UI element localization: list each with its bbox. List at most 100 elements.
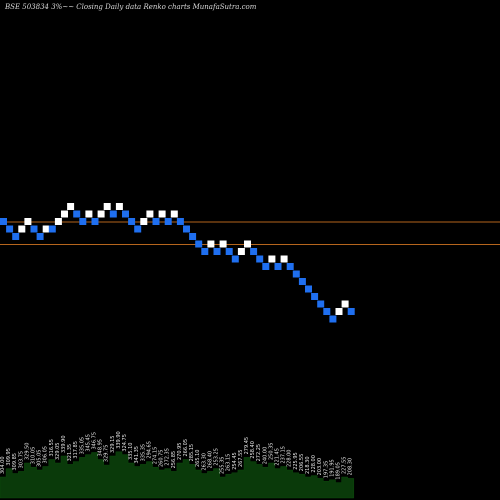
renko-brick	[18, 225, 26, 233]
volume-area	[0, 451, 355, 499]
renko-brick	[341, 300, 349, 308]
renko-brick	[189, 233, 197, 240]
renko-brick	[256, 255, 264, 263]
renko-brick	[48, 225, 56, 233]
price-label: 310.05	[31, 447, 37, 465]
renko-brick	[274, 263, 282, 270]
price-label: 268.40	[207, 451, 213, 469]
renko-brick	[109, 210, 117, 218]
price-label: 329.05	[55, 443, 61, 461]
price-label: 274.15	[153, 447, 159, 465]
price-label: 265.10	[195, 450, 201, 468]
renko-brick	[42, 225, 50, 233]
renko-brick	[292, 270, 300, 278]
renko-brick	[122, 210, 129, 218]
renko-brick	[225, 248, 233, 255]
renko-brick	[317, 300, 325, 308]
renko-brick	[73, 210, 81, 218]
price-label: 240.00	[262, 447, 268, 465]
renko-brick	[347, 308, 355, 315]
price-label: 228.00	[287, 450, 293, 468]
price-label: 267.55	[238, 450, 244, 468]
price-label: 227.55	[342, 457, 348, 475]
renko-brick	[231, 255, 239, 263]
price-label: 254.45	[232, 452, 238, 470]
renko-brick	[329, 315, 337, 323]
price-label: 294.65	[146, 441, 152, 459]
renko-brick	[152, 218, 160, 225]
renko-brick	[103, 203, 111, 210]
renko-brick	[286, 263, 294, 270]
renko-brick	[207, 240, 215, 248]
renko-brick	[213, 248, 221, 255]
renko-brick	[0, 218, 7, 225]
renko-brick	[164, 218, 172, 225]
price-label: 339.90	[61, 436, 67, 454]
renko-brick	[170, 210, 178, 218]
volume-area-path	[0, 451, 355, 499]
price-label: 263.30	[201, 453, 207, 471]
price-label: 266.05	[183, 439, 189, 457]
price-label: 253.25	[214, 448, 220, 466]
renko-brick	[262, 263, 270, 270]
renko-bricks	[0, 203, 355, 323]
price-label: 272.25	[256, 444, 262, 462]
renko-brick	[36, 233, 44, 240]
price-label: 260.75	[159, 450, 165, 468]
price-label: 228.00	[311, 455, 317, 473]
price-label: 218.30	[305, 457, 311, 475]
renko-brick	[195, 240, 203, 248]
price-label: 316.55	[49, 439, 55, 457]
renko-brick	[311, 293, 319, 300]
price-label: 341.35	[134, 446, 140, 464]
renko-brick	[140, 218, 148, 225]
price-label: 285.15	[189, 444, 195, 462]
price-label: 304.00	[0, 457, 6, 475]
price-label: 256.85	[171, 451, 177, 469]
renko-brick	[97, 210, 105, 218]
price-label: 329.50	[24, 443, 30, 461]
price-label: 189.05	[336, 462, 342, 480]
renko-brick	[305, 285, 312, 293]
renko-brick	[85, 210, 93, 218]
renko-brick	[176, 218, 184, 225]
renko-brick	[128, 218, 136, 225]
renko-brick	[61, 210, 68, 218]
price-label: 279.45	[244, 437, 250, 455]
renko-brick	[12, 233, 20, 240]
renko-brick	[219, 240, 227, 248]
price-label: 346.75	[92, 432, 98, 450]
price-label: 272.35	[165, 448, 171, 466]
price-label: 250.35	[268, 443, 274, 461]
price-label: 306.05	[43, 446, 49, 464]
price-label: 324.75	[122, 434, 128, 452]
chart-title: BSE 503834 3%~~ Closing Daily data Renko…	[5, 3, 257, 11]
renko-brick	[115, 203, 123, 210]
price-labels: 304.00 309.95 309.85 303.75 329.50 310.05 305.…	[0, 431, 354, 479]
renko-brick	[244, 240, 251, 248]
renko-brick	[298, 278, 306, 285]
price-label: 305.05	[37, 450, 43, 468]
price-label: 258.40	[250, 441, 256, 459]
price-label: 203.00	[317, 458, 323, 476]
renko-brick	[146, 210, 154, 218]
renko-brick	[158, 210, 166, 218]
price-label: 345.45	[85, 434, 91, 452]
price-label: 339.90	[116, 431, 122, 449]
renko-brick	[54, 218, 62, 225]
renko-brick	[67, 203, 75, 210]
price-label: 329.75	[104, 445, 110, 463]
price-label: 225.95	[293, 452, 299, 470]
price-label: 208.30	[348, 458, 354, 476]
renko-brick	[30, 225, 38, 233]
price-label: 309.95	[6, 448, 12, 466]
renko-brick	[201, 248, 209, 255]
renko-brick	[6, 225, 14, 233]
price-label: 206.55	[299, 454, 305, 472]
renko-brick	[280, 255, 288, 263]
price-label: 317.85	[73, 441, 79, 459]
price-label: 335.35	[140, 444, 146, 462]
price-label: 321.35	[67, 444, 73, 462]
renko-brick	[79, 218, 87, 225]
